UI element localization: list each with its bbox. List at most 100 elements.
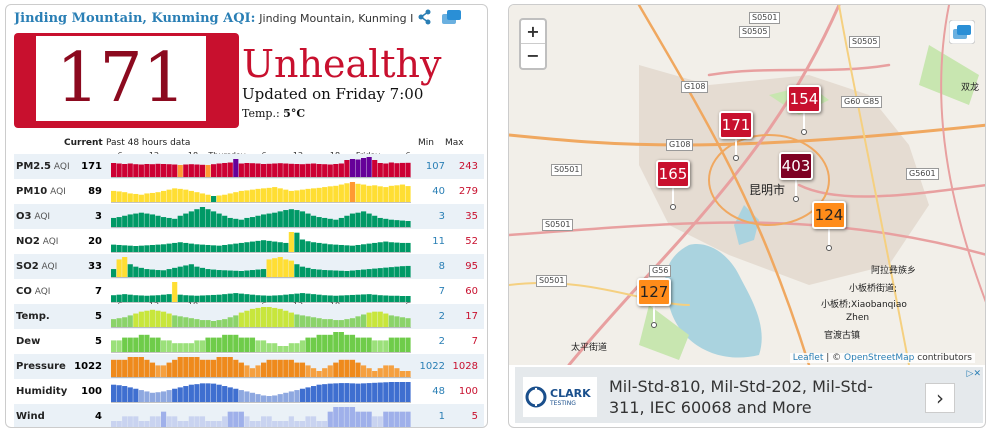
sparkline-bar [372, 268, 378, 277]
share-icon[interactable] [416, 8, 434, 26]
zoom-out-button[interactable]: − [526, 46, 540, 65]
temp-value: 5°C [283, 107, 306, 120]
sparkline-bar [405, 382, 411, 402]
sparkline-bar [261, 188, 267, 202]
row-sparkline[interactable] [111, 356, 411, 378]
sparkline-bar [299, 362, 306, 377]
row-min: 40 [432, 186, 445, 197]
sparkline-bar [327, 218, 333, 227]
ad-choices-icon[interactable]: ▷✕ [966, 369, 981, 379]
row-sparkline[interactable] [111, 381, 411, 403]
sparkline-bar [133, 164, 139, 177]
sparkline-bar [116, 191, 122, 202]
sparkline-bar [233, 388, 239, 402]
data-row-dew: Dew 5 2 7 [14, 329, 484, 354]
sparkline-bar [294, 164, 300, 177]
sparkline-bar [299, 239, 306, 252]
sparkline-bar [216, 337, 222, 352]
station-marker[interactable]: 124 [812, 201, 846, 229]
sparkline-bar [172, 388, 178, 402]
advertisement[interactable]: CLARK TESTING Mil-Std-810, Mil-Std-202, … [515, 367, 983, 423]
sparkline-bar [222, 163, 228, 177]
sparkline-bar [261, 295, 267, 302]
sparkline-bar [249, 241, 256, 252]
sparkline-bar [172, 267, 178, 277]
road-label: S0501 [551, 164, 583, 176]
sparkline-bar [244, 294, 250, 302]
sparkline-bar [216, 195, 222, 202]
sparkline-bar [327, 319, 333, 327]
sparkline-bar [244, 391, 250, 402]
row-max: 243 [458, 161, 478, 172]
sparkline-bar [149, 362, 156, 377]
sparkline-bar [244, 337, 250, 352]
sparkline-bar [138, 334, 144, 352]
sparkline-bar [205, 165, 211, 177]
sparkline-bar [172, 416, 178, 427]
map-layers-icon[interactable] [948, 19, 976, 45]
sparkline-bar [188, 295, 194, 302]
sparkline-bar [216, 421, 222, 427]
zoom-in-button[interactable]: + [521, 20, 545, 44]
sparkline-bar [399, 337, 406, 352]
station-marker[interactable]: 127 [637, 278, 671, 306]
sparkline-bar [177, 165, 183, 177]
sparkline-bar [383, 365, 389, 377]
sparkline-bar [222, 244, 228, 252]
sparkline-bar [405, 265, 411, 277]
sparkline-bar [344, 295, 350, 302]
ad-text[interactable]: Mil-Std-810, Mil-Std-202, Mil-Std-311, I… [609, 377, 873, 417]
row-min: 11 [432, 236, 445, 247]
row-sparkline[interactable] [111, 156, 411, 178]
sparkline-bar [216, 320, 222, 327]
row-sparkline[interactable] [111, 331, 411, 353]
ad-arrow-button[interactable]: › [925, 383, 955, 413]
sparkline-bar [188, 190, 194, 202]
pin-stem [653, 306, 655, 324]
sparkline-bar [277, 359, 283, 377]
sparkline-bar [349, 407, 356, 427]
sparkline-bar [249, 368, 256, 377]
place-label: 小板桥街道; [849, 284, 898, 294]
sparkline-bar [161, 340, 167, 352]
sparkline-bar [177, 343, 183, 352]
row-current: 89 [88, 186, 102, 197]
station-marker[interactable]: 154 [787, 85, 821, 113]
sparkline-bar [111, 295, 117, 302]
sparkline-bar [161, 365, 167, 377]
station-marker[interactable]: 171 [719, 111, 753, 139]
row-name: Wind [16, 411, 45, 422]
sparkline-bar [388, 315, 394, 327]
sparkline-bar [166, 294, 172, 302]
sparkline-bar [116, 359, 122, 377]
sparkline-bar [377, 416, 383, 427]
widget-icon[interactable] [441, 8, 463, 26]
sparkline-bar [322, 243, 328, 252]
sparkline-bar [244, 310, 250, 327]
osm-link[interactable]: OpenStreetMap [844, 353, 915, 363]
pin-stem [795, 180, 797, 198]
sparkline-bar [194, 266, 200, 277]
map-tiles[interactable] [509, 5, 986, 365]
sparkline-bar [138, 245, 144, 252]
sparkline-bar [316, 164, 322, 177]
row-sparkline[interactable] [111, 281, 411, 303]
sparkline-bar [261, 240, 267, 252]
sparkline-bar [288, 190, 294, 202]
row-sparkline[interactable] [111, 231, 411, 253]
row-sparkline[interactable] [111, 406, 411, 428]
row-sparkline[interactable] [111, 306, 411, 328]
sparkline-bar [177, 242, 183, 252]
station-marker[interactable]: 165 [656, 160, 690, 188]
station-marker[interactable]: 403 [779, 152, 813, 180]
sparkline-bar [394, 266, 400, 277]
sparkline-bar [372, 242, 378, 252]
row-label: Dew [16, 336, 40, 347]
sparkline-bar [111, 163, 117, 177]
leaflet-link[interactable]: Leaflet [792, 353, 824, 363]
row-sparkline[interactable] [111, 181, 411, 203]
sparkline-bar [338, 359, 344, 377]
sparkline-bar [405, 186, 411, 202]
row-sparkline[interactable] [111, 256, 411, 278]
row-sparkline[interactable] [111, 206, 411, 228]
